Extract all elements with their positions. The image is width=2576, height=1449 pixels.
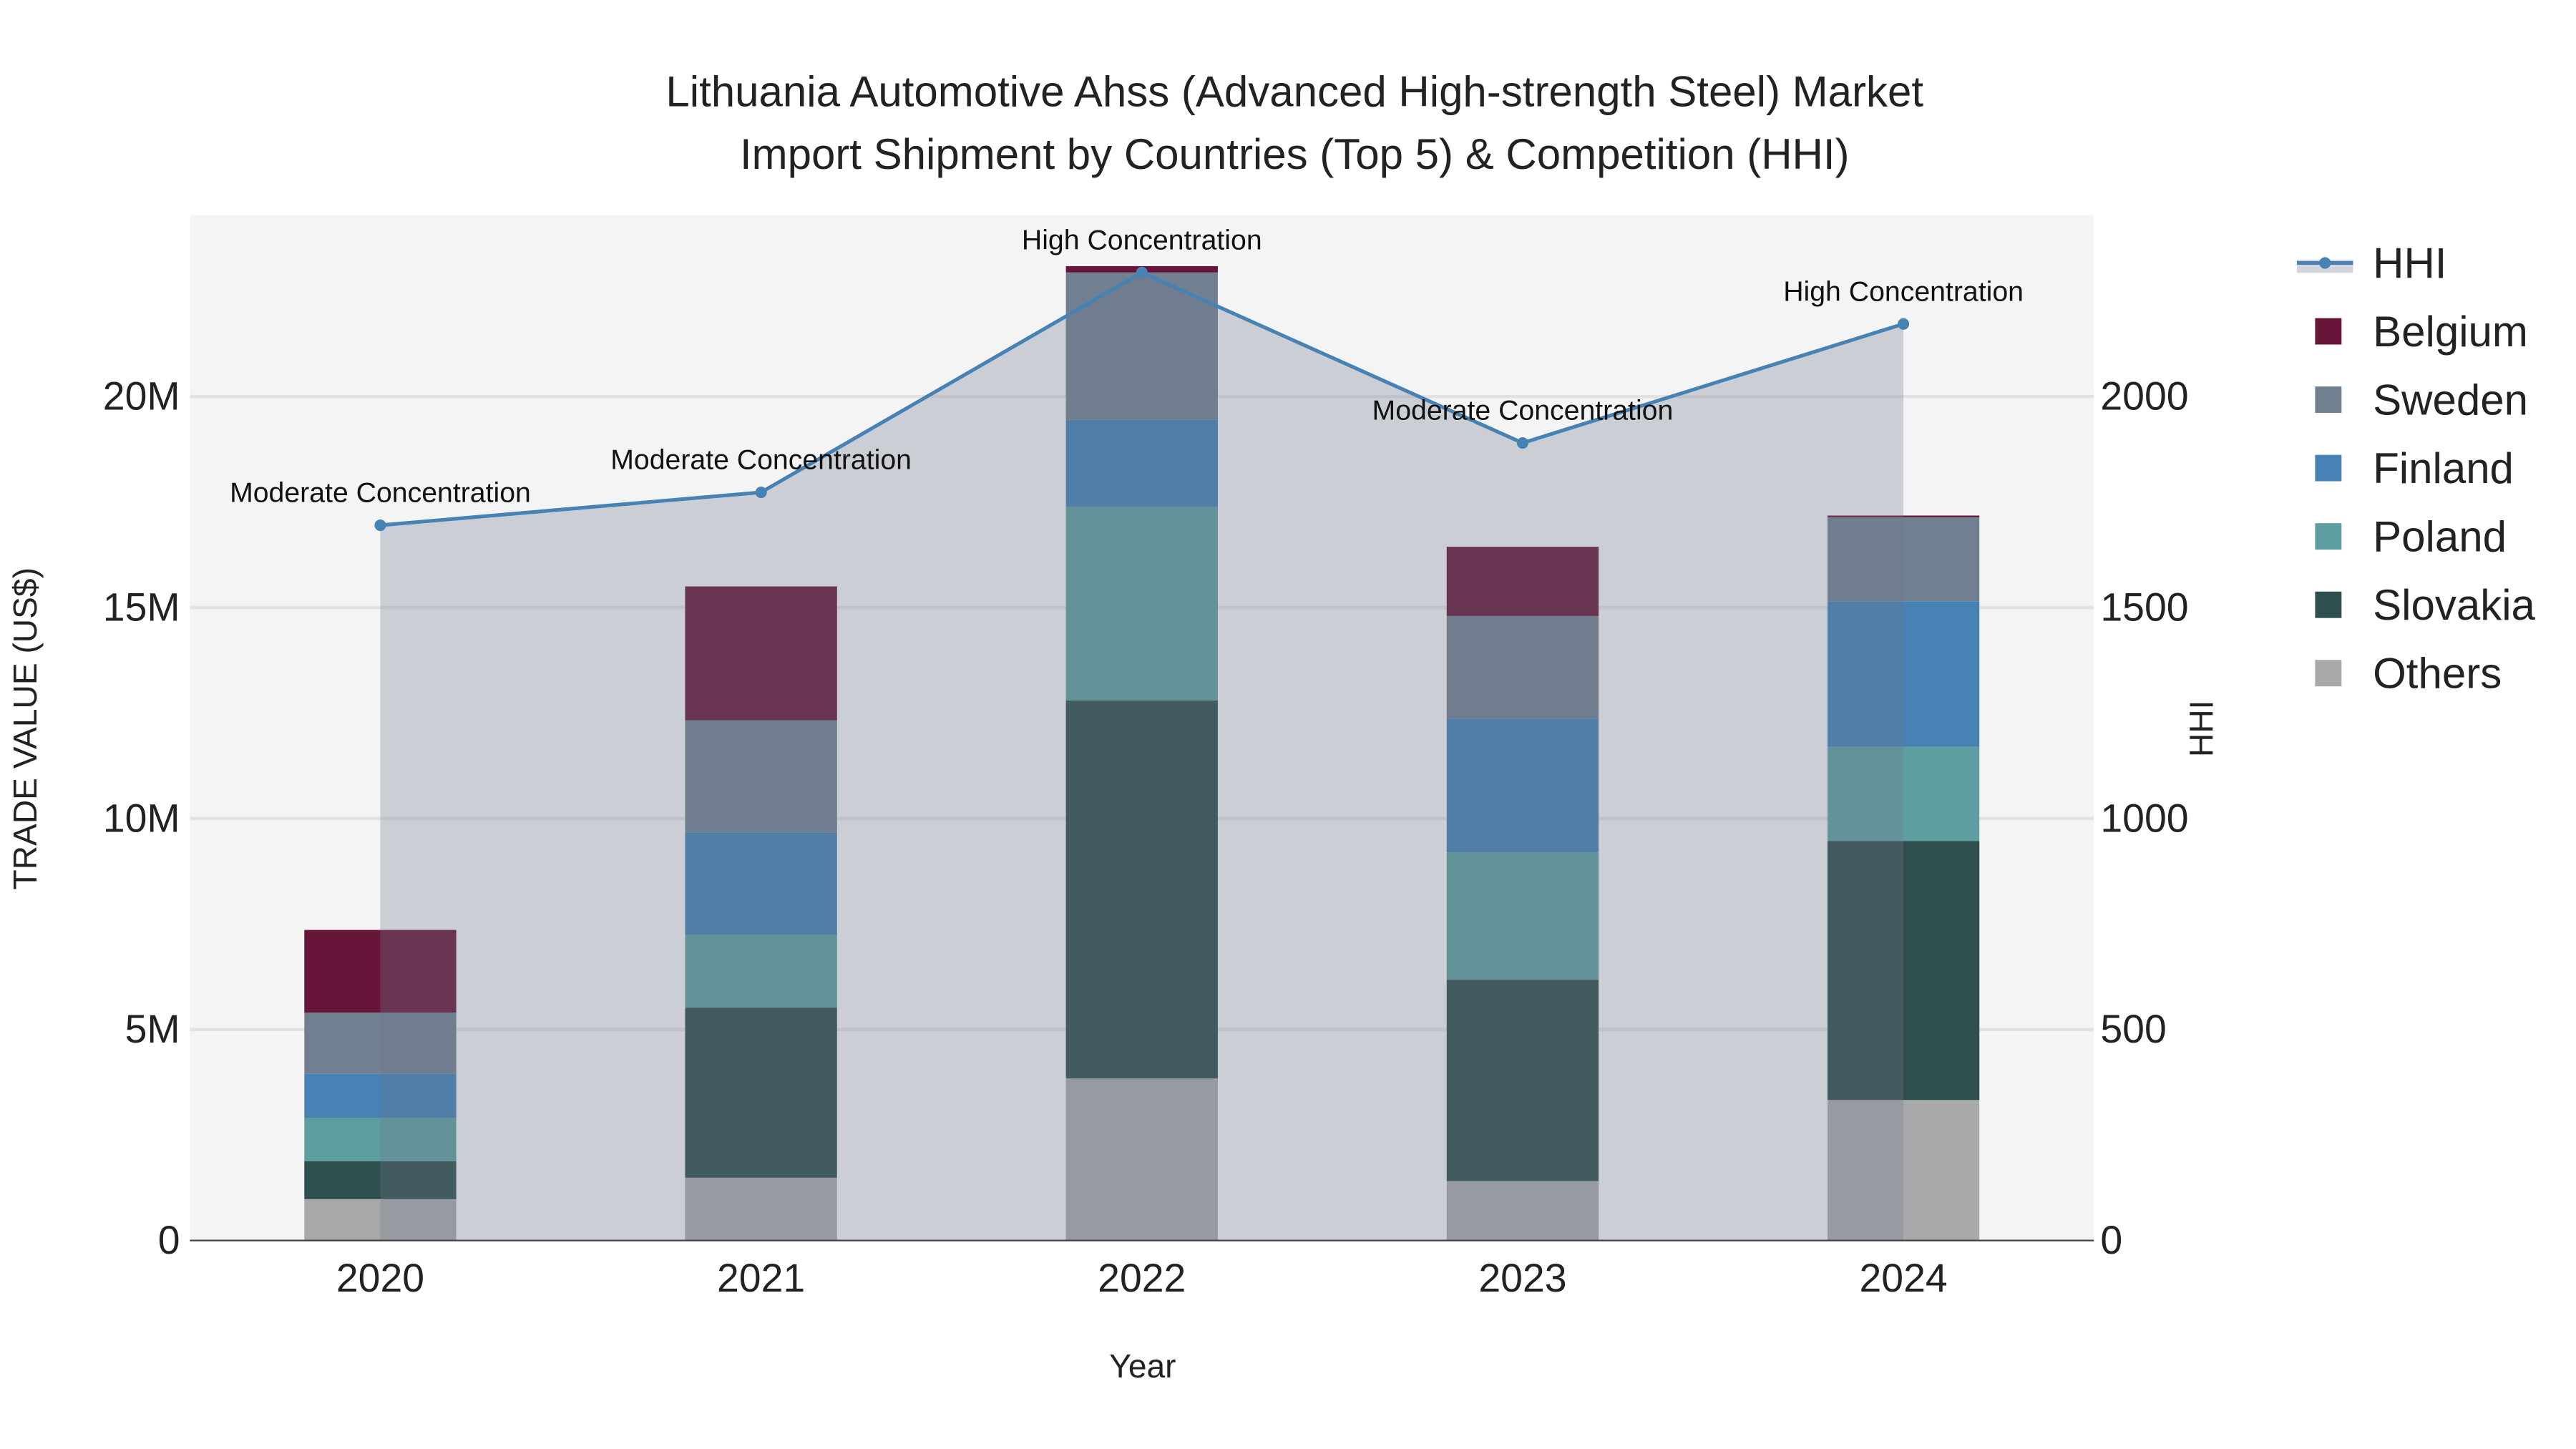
bar-others-2020 <box>304 1199 457 1241</box>
hhi-point <box>1898 318 1910 330</box>
legend-swatch-others <box>2315 660 2342 687</box>
x-axis-title: Year <box>1109 1347 1176 1385</box>
bar-poland-2022 <box>1065 507 1218 701</box>
bar-finland-2023 <box>1446 718 1599 853</box>
bar-slovakia-2020 <box>304 1161 457 1199</box>
hhi-point <box>374 519 386 532</box>
y2-tick-label: 1000 <box>2100 796 2188 840</box>
legend-label: Finland <box>2373 444 2514 492</box>
x-tick-label: 2020 <box>336 1256 424 1300</box>
y2-tick-label: 1500 <box>2100 585 2188 630</box>
bar-sweden-2020 <box>304 1013 457 1074</box>
chart-title-line1: Lithuania Automotive Ahss (Advanced High… <box>665 67 1923 115</box>
y2-axis-title: HHI <box>2182 701 2220 757</box>
x-tick-label: 2024 <box>1859 1256 1947 1300</box>
bar-finland-2020 <box>304 1073 457 1118</box>
hhi-annotation: Moderate Concentration <box>230 477 531 509</box>
chart-title-line2: Import Shipment by Countries (Top 5) & C… <box>740 130 1850 178</box>
hhi-annotation: Moderate Concentration <box>610 444 912 476</box>
y2-tick-label: 0 <box>2100 1218 2122 1262</box>
y2-tick-label: 500 <box>2100 1007 2166 1051</box>
bar-slovakia-2022 <box>1065 700 1218 1079</box>
x-tick-label: 2021 <box>717 1256 805 1300</box>
bar-belgium-2023 <box>1446 547 1599 616</box>
y-tick-label: 0 <box>158 1218 180 1262</box>
legend-label: Belgium <box>2373 308 2528 356</box>
bar-sweden-2021 <box>685 720 837 833</box>
legend-label: Slovakia <box>2373 581 2535 629</box>
x-tick-label: 2023 <box>1478 1256 1566 1300</box>
bar-poland-2021 <box>685 935 837 1008</box>
axes: 0 5M 10M 15M 20M 0 500 1000 1500 2000 2020 2021 2022… <box>103 374 2189 1301</box>
bar-others-2021 <box>685 1177 837 1241</box>
legend-swatch-slovakia <box>2315 591 2342 618</box>
hhi-annotation: Moderate Concentration <box>1372 395 1674 426</box>
y-tick-label: 5M <box>125 1007 180 1051</box>
legend-label: HHI <box>2373 239 2446 287</box>
legend-label: Others <box>2373 650 2502 698</box>
legend-swatch-belgium <box>2315 318 2342 345</box>
bar-poland-2024 <box>1827 746 1980 841</box>
y-tick-label: 10M <box>103 796 180 840</box>
y-tick-label: 20M <box>103 374 180 419</box>
legend: HHI Belgium Sweden Finland Poland Slovakia Oth… <box>2296 239 2536 698</box>
bar-poland-2023 <box>1446 852 1599 980</box>
bar-sweden-2024 <box>1827 517 1980 602</box>
bars <box>304 265 1980 1241</box>
bar-finland-2024 <box>1827 601 1980 747</box>
bar-finland-2021 <box>685 832 837 935</box>
hhi-point <box>1516 436 1528 449</box>
legend-hhi-marker <box>2319 257 2331 269</box>
hhi-annotation: High Concentration <box>1022 224 1262 255</box>
bar-sweden-2023 <box>1446 615 1599 719</box>
legend-swatch-sweden <box>2315 386 2342 414</box>
y-axis-title: TRADE VALUE (US$) <box>6 567 44 889</box>
bar-poland-2020 <box>304 1118 457 1161</box>
legend-swatch-finland <box>2315 454 2342 482</box>
hhi-point <box>755 486 767 499</box>
legend-label: Sweden <box>2373 376 2528 424</box>
hhi-area <box>380 272 1904 1241</box>
bar-others-2024 <box>1827 1100 1980 1241</box>
hhi-annotation: High Concentration <box>1783 275 2024 307</box>
hhi-series: Moderate Concentration Moderate Concentra… <box>230 224 2024 1241</box>
bar-belgium-2024 <box>1827 515 1980 517</box>
bar-slovakia-2021 <box>685 1008 837 1178</box>
bar-slovakia-2024 <box>1827 841 1980 1101</box>
y-tick-label: 15M <box>103 585 180 630</box>
hhi-point <box>1136 266 1148 278</box>
legend-label: Poland <box>2373 512 2507 560</box>
bar-belgium-2020 <box>304 930 457 1013</box>
bar-others-2023 <box>1446 1181 1599 1241</box>
bar-slovakia-2023 <box>1446 980 1599 1181</box>
y2-tick-label: 2000 <box>2100 374 2188 419</box>
bar-finland-2022 <box>1065 419 1218 507</box>
legend-swatch-poland <box>2315 523 2342 550</box>
bar-belgium-2021 <box>685 586 837 721</box>
bar-others-2022 <box>1065 1078 1218 1241</box>
x-tick-label: 2022 <box>1098 1256 1186 1300</box>
